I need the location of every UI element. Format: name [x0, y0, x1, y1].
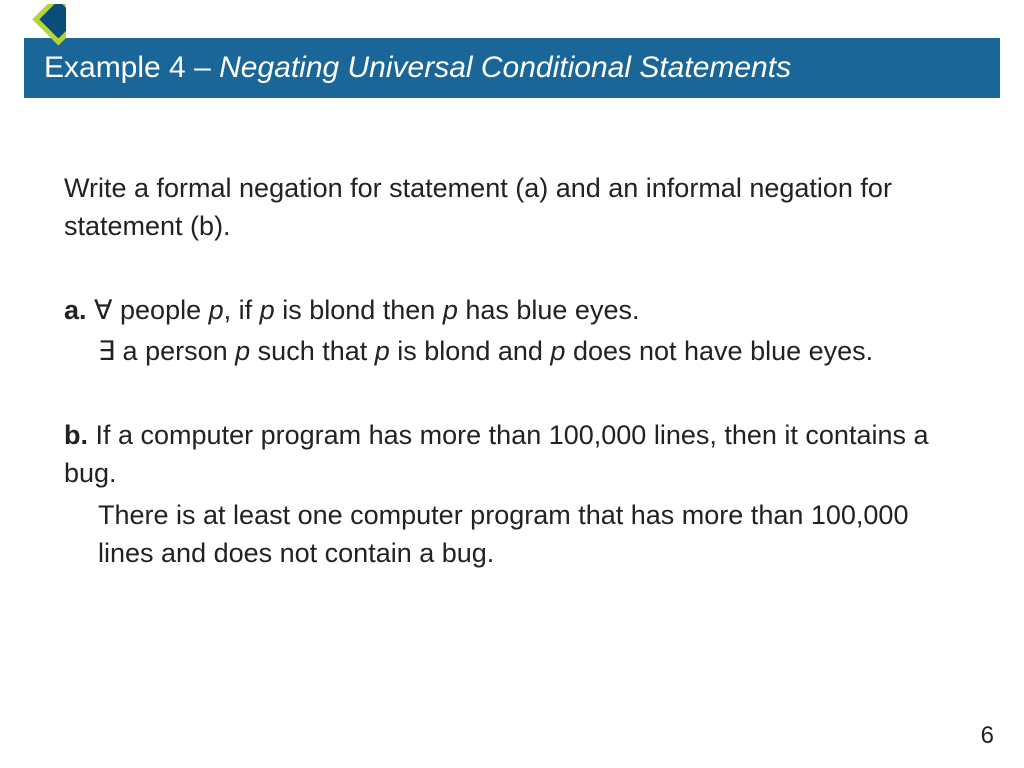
slide-title: Example 4 – Negating Universal Condition… [44, 51, 791, 85]
diamond-icon [14, 4, 66, 56]
item-a-statement: a. ∀ people p, if p is blond then p has … [64, 292, 960, 330]
item-a: a. ∀ people p, if p is blond then p has … [64, 292, 960, 372]
item-b-label: b. [64, 420, 88, 450]
title-italic: Negating Universal Conditional Statement… [219, 51, 791, 84]
item-b-statement: b. If a computer program has more than 1… [64, 417, 960, 493]
item-a-answer: ∃ a person p such that p is blond and p … [64, 333, 960, 371]
title-bar: Example 4 – Negating Universal Condition… [24, 38, 1000, 98]
item-a-label: a. [64, 295, 87, 325]
title-prefix: Example 4 – [44, 51, 219, 84]
slide-content: Write a formal negation for statement (a… [64, 170, 960, 618]
intro-text: Write a formal negation for statement (a… [64, 170, 960, 246]
page-number: 6 [981, 722, 994, 750]
item-b-answer: There is at least one computer program t… [64, 497, 960, 573]
item-b: b. If a computer program has more than 1… [64, 417, 960, 572]
